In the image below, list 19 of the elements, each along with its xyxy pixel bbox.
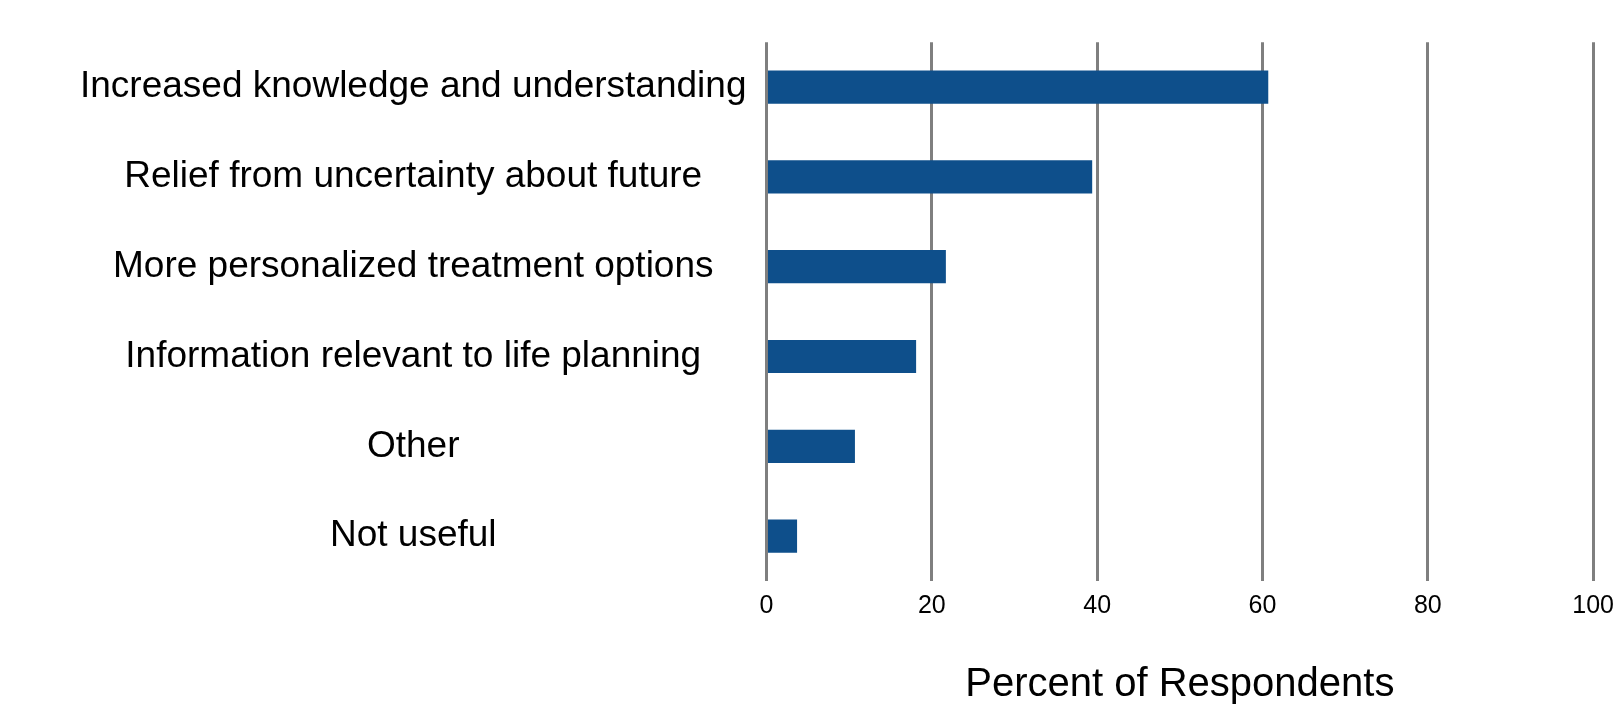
y-tick-label: Not useful bbox=[329, 513, 497, 555]
y-tick-label: Information relevant to life planning bbox=[125, 333, 702, 375]
x-tick-label: 80 bbox=[1413, 589, 1442, 618]
x-tick-label: 60 bbox=[1248, 589, 1277, 618]
x-tick-label: 100 bbox=[1572, 589, 1614, 618]
x-tick-label: 40 bbox=[1083, 589, 1112, 618]
bar bbox=[767, 250, 946, 284]
x-tick-label: 0 bbox=[759, 589, 774, 618]
x-axis-title: Percent of Respondents bbox=[965, 660, 1395, 705]
y-tick-label: Other bbox=[366, 423, 460, 465]
bar bbox=[767, 519, 798, 553]
y-tick-label: More personalized treatment options bbox=[112, 243, 714, 285]
x-tick-label: 20 bbox=[917, 589, 946, 618]
y-tick-label: Increased knowledge and understanding bbox=[79, 64, 747, 106]
bar bbox=[767, 429, 855, 463]
bar bbox=[767, 160, 1093, 194]
bar bbox=[767, 70, 1269, 104]
y-tick-label: Relief from uncertainty about future bbox=[124, 154, 703, 196]
bar bbox=[767, 339, 917, 374]
